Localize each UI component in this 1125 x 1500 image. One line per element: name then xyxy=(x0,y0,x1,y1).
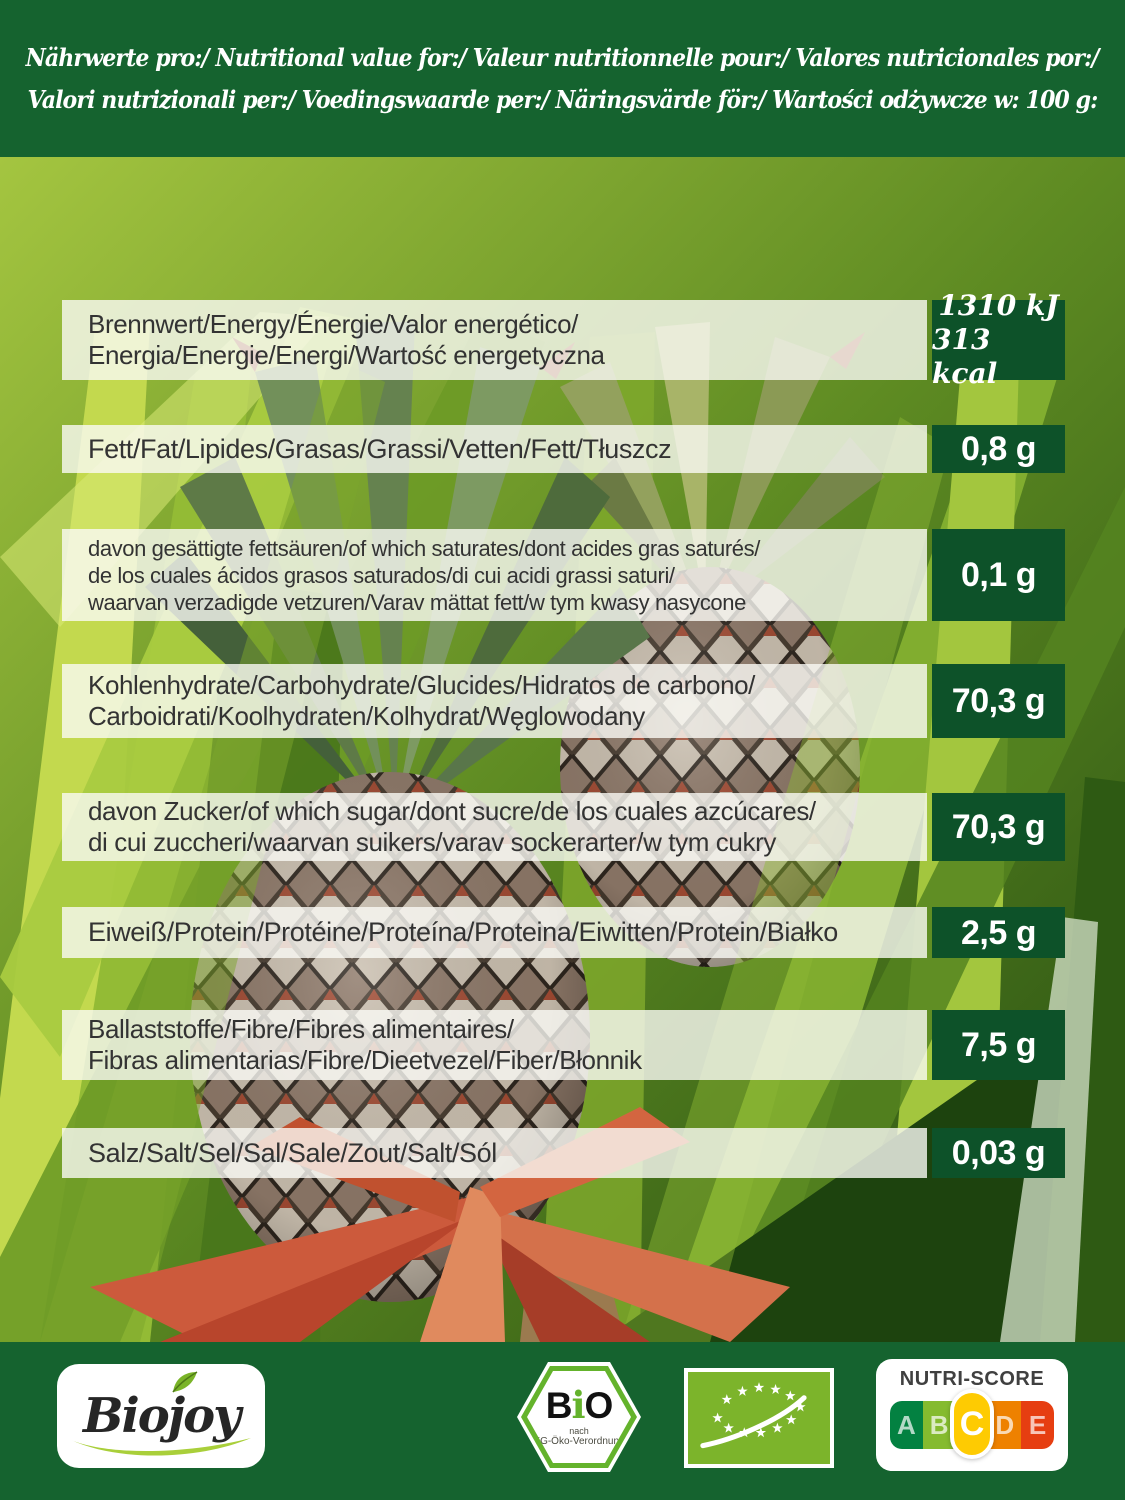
nutrient-value-line: 0,1 g xyxy=(961,556,1036,594)
nutrition-row-saturates: davon gesättigte fettsäuren/of which sat… xyxy=(62,529,1065,621)
nutrient-label-line: Fett/Fat/Lipides/Grasas/Grassi/Vetten/Fe… xyxy=(88,433,672,464)
nutrient-label-line: Carboidrati/Koolhydraten/Kolhydrat/Węglo… xyxy=(88,701,645,731)
nutrient-value-line: 7,5 g xyxy=(961,1026,1036,1064)
nutrient-value: 1310 kJ 313 kcal xyxy=(932,289,1065,390)
nutrient-label: Ballaststoffe/Fibre/Fibres alimentaires/… xyxy=(62,1010,927,1080)
nutrient-value: 2,5 g xyxy=(932,907,1065,958)
nutri-score-badge: NUTRI-SCORE A B C D E C xyxy=(876,1359,1068,1471)
nutrition-row-salt: Salz/Salt/Sel/Sal/Sale/Zout/Salt/Sól 0,0… xyxy=(62,1128,1065,1178)
nutrient-label-line: Kohlenhydrate/Carbohydrate/Glucides/Hidr… xyxy=(88,670,756,700)
nutrient-value-line: 0,03 g xyxy=(951,1134,1046,1172)
footer-band: Biojoy BiO nach EG-Öko-Verordnung xyxy=(0,1342,1125,1500)
nutrient-label-line: Eiweiß/Protein/Protéine/Proteína/Protein… xyxy=(88,917,838,947)
nutrient-label: davon gesättigte fettsäuren/of which sat… xyxy=(62,529,927,621)
nutrient-value-line: 2,5 g xyxy=(961,913,1036,952)
nutrient-label: Brennwert/Energy/Énergie/Valor energétic… xyxy=(62,300,927,380)
nutri-score-selected-grade: C xyxy=(950,1389,994,1459)
nutrient-label-line: davon Zucker/of which sugar/dont sucre/d… xyxy=(88,796,816,826)
nutrient-value-line: 70,3 g xyxy=(951,808,1046,846)
nutrient-label: Eiweiß/Protein/Protéine/Proteína/Protein… xyxy=(62,907,927,958)
bio-seal-subline-1: nach xyxy=(569,1426,589,1436)
swoosh-underline-icon xyxy=(71,1438,251,1456)
leaf-icon xyxy=(172,1371,198,1393)
nutrient-label-line: waarvan verzadigde vetzuren/Varav mättat… xyxy=(88,589,746,615)
nutrient-label-line: Brennwert/Energy/Énergie/Valor energétic… xyxy=(88,309,578,339)
nutrient-label: Salz/Salt/Sel/Sal/Sale/Zout/Salt/Sól xyxy=(62,1128,927,1178)
nutrition-row-fibre: Ballaststoffe/Fibre/Fibres alimentaires/… xyxy=(62,1010,1065,1080)
nutrition-row-carbohydrate: Kohlenhydrate/Carbohydrate/Glucides/Hidr… xyxy=(62,664,1065,738)
nutrient-label-line: Salz/Salt/Sel/Sal/Sale/Zout/Salt/Sól xyxy=(88,1137,497,1168)
bio-seal: BiO nach EG-Öko-Verordnung xyxy=(517,1362,641,1472)
nutrient-label: davon Zucker/of which sugar/dont sucre/d… xyxy=(62,793,927,861)
nutrient-label-line: Fibras alimentarias/Fibre/Dieetvezel/Fib… xyxy=(88,1045,642,1075)
nutrient-label: Fett/Fat/Lipides/Grasas/Grassi/Vetten/Fe… xyxy=(62,425,927,473)
header-band: Nährwerte pro:/ Nutritional value for:/ … xyxy=(0,0,1125,157)
nutri-grade-e: E xyxy=(1021,1401,1054,1449)
nutrient-value: 70,3 g xyxy=(932,664,1065,738)
nutri-score-title: NUTRI-SCORE xyxy=(899,1368,1045,1390)
nutrition-row-fat: Fett/Fat/Lipides/Grasas/Grassi/Vetten/Fe… xyxy=(62,425,1065,473)
nutrient-value: 70,3 g xyxy=(932,793,1065,861)
nutrient-label-line: Energia/Energie/Energi/Wartość energetyc… xyxy=(88,340,605,370)
header-line-2: Valori nutrizionali per:/ Voedingswaarde… xyxy=(27,84,1099,114)
nutrient-value: 0,1 g xyxy=(932,529,1065,621)
nutrient-value-line: 1310 kJ xyxy=(938,289,1059,322)
nutrient-label-line: di cui zuccheri/waarvan suikers/varav so… xyxy=(88,827,776,857)
nutrition-row-protein: Eiweiß/Protein/Protéine/Proteína/Protein… xyxy=(62,907,1065,958)
nutrient-value-line: 313 kcal xyxy=(932,323,998,390)
nutrient-label: Kohlenhydrate/Carbohydrate/Glucides/Hidr… xyxy=(62,664,927,738)
nutrient-label-line: de los cuales ácidos grasos saturados/di… xyxy=(88,562,675,588)
brand-name: Biojoy xyxy=(82,1388,241,1444)
nutrient-value-line: 0,8 g xyxy=(961,430,1036,468)
eu-organic-leaf-icon xyxy=(700,1382,807,1449)
nutrient-value-line: 70,3 g xyxy=(951,682,1046,720)
nutrition-row-energy: Brennwert/Energy/Énergie/Valor energétic… xyxy=(62,289,1065,390)
nutri-grade-a: A xyxy=(890,1401,923,1449)
bio-seal-subline-2: EG-Öko-Verordnung xyxy=(533,1436,625,1447)
eu-organic-logo xyxy=(684,1368,834,1468)
nutrition-row-sugars: davon Zucker/of which sugar/dont sucre/d… xyxy=(62,793,1065,861)
nutrient-value: 0,8 g xyxy=(932,425,1065,473)
nutrient-label-line: Ballaststoffe/Fibre/Fibres alimentaires/ xyxy=(88,1014,514,1044)
bio-seal-face: BiO nach EG-Öko-Verordnung xyxy=(527,1371,631,1463)
biojoy-brand-logo: Biojoy xyxy=(57,1364,265,1468)
header-line-1: Nährwerte pro:/ Nutritional value for:/ … xyxy=(26,42,1100,72)
nutrient-value: 7,5 g xyxy=(932,1010,1065,1080)
bio-seal-word: BiO xyxy=(545,1383,614,1427)
nutrient-value: 0,03 g xyxy=(932,1128,1065,1178)
nutrient-label-line: davon gesättigte fettsäuren/of which sat… xyxy=(88,535,760,561)
